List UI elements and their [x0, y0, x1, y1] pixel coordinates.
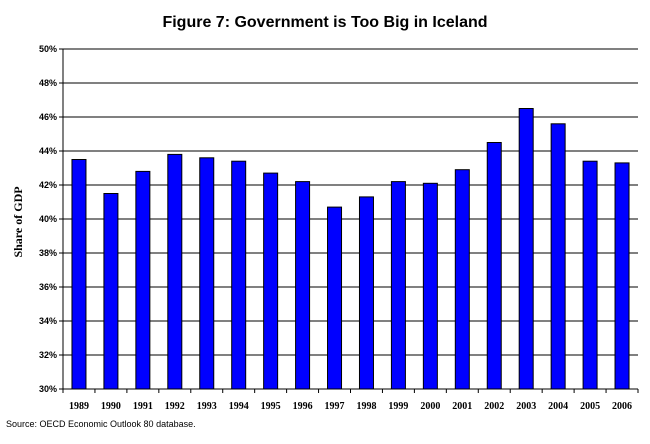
y-tick-label: 30%: [39, 384, 57, 394]
bar-2001: [454, 169, 470, 390]
x-tick-label: 2006: [612, 401, 632, 412]
x-tick-label: 1990: [101, 401, 121, 412]
bar-1995: [263, 172, 279, 390]
gridlines: [63, 48, 638, 356]
bar-2004: [550, 123, 566, 390]
y-tick-label: 46%: [39, 112, 57, 122]
bar-1989: [71, 159, 87, 390]
x-tick-label: 1989: [69, 401, 89, 412]
bar-1996: [295, 181, 311, 390]
bar-2006: [614, 162, 630, 390]
x-tick-label: 1995: [261, 401, 281, 412]
x-tick-label: 2000: [420, 401, 440, 412]
bars: [71, 108, 630, 390]
y-tick-label: 34%: [39, 316, 57, 326]
y-tick-label: 44%: [39, 146, 57, 156]
x-tick-label: 1992: [165, 401, 185, 412]
bar-2002: [486, 142, 502, 390]
x-tick-label: 2005: [580, 401, 600, 412]
y-tick-label: 38%: [39, 248, 57, 258]
y-tick-label: 36%: [39, 282, 57, 292]
x-tick-label: 2003: [516, 401, 536, 412]
x-tick-label: 1999: [388, 401, 408, 412]
bar-1999: [390, 181, 406, 390]
bar-2003: [518, 108, 534, 390]
y-tick-label: 42%: [39, 180, 57, 190]
bar-2005: [582, 160, 598, 390]
x-tick-label: 1997: [325, 401, 345, 412]
bar-1992: [167, 153, 183, 390]
x-tick-label: 2002: [484, 401, 504, 412]
bar-1998: [358, 196, 374, 390]
x-tick-label: 1996: [293, 401, 313, 412]
bar-2000: [422, 182, 438, 390]
bar-1994: [231, 160, 247, 390]
y-tick-label: 40%: [39, 214, 57, 224]
y-tick-label: 32%: [39, 350, 57, 360]
x-axis-ticks: 1989 1990 1991 1992 1993 1994 1995 1996 1997 1998…: [62, 389, 639, 412]
bar-1993: [199, 157, 215, 390]
x-tick-label: 2001: [452, 401, 472, 412]
y-axis-label: Share of GDP: [11, 186, 25, 257]
bar-1991: [135, 170, 151, 390]
x-tick-label: 1993: [197, 401, 217, 412]
x-tick-label: 2004: [548, 401, 568, 412]
chart-title: Figure 7: Government is Too Big in Icela…: [162, 14, 488, 31]
x-tick-label: 1991: [133, 401, 153, 412]
y-tick-label: 48%: [39, 78, 57, 88]
y-axis-ticks: 30% 32% 34% 36% 38% 40% 42% 44% 46% 48% 50%: [39, 44, 63, 394]
bar-1997: [327, 206, 343, 390]
source-note: Source: OECD Economic Outlook 80 databas…: [6, 419, 196, 429]
bar-1990: [103, 193, 119, 390]
y-tick-label: 50%: [39, 44, 57, 54]
x-tick-label: 1998: [356, 401, 376, 412]
x-tick-label: 1994: [229, 401, 249, 412]
